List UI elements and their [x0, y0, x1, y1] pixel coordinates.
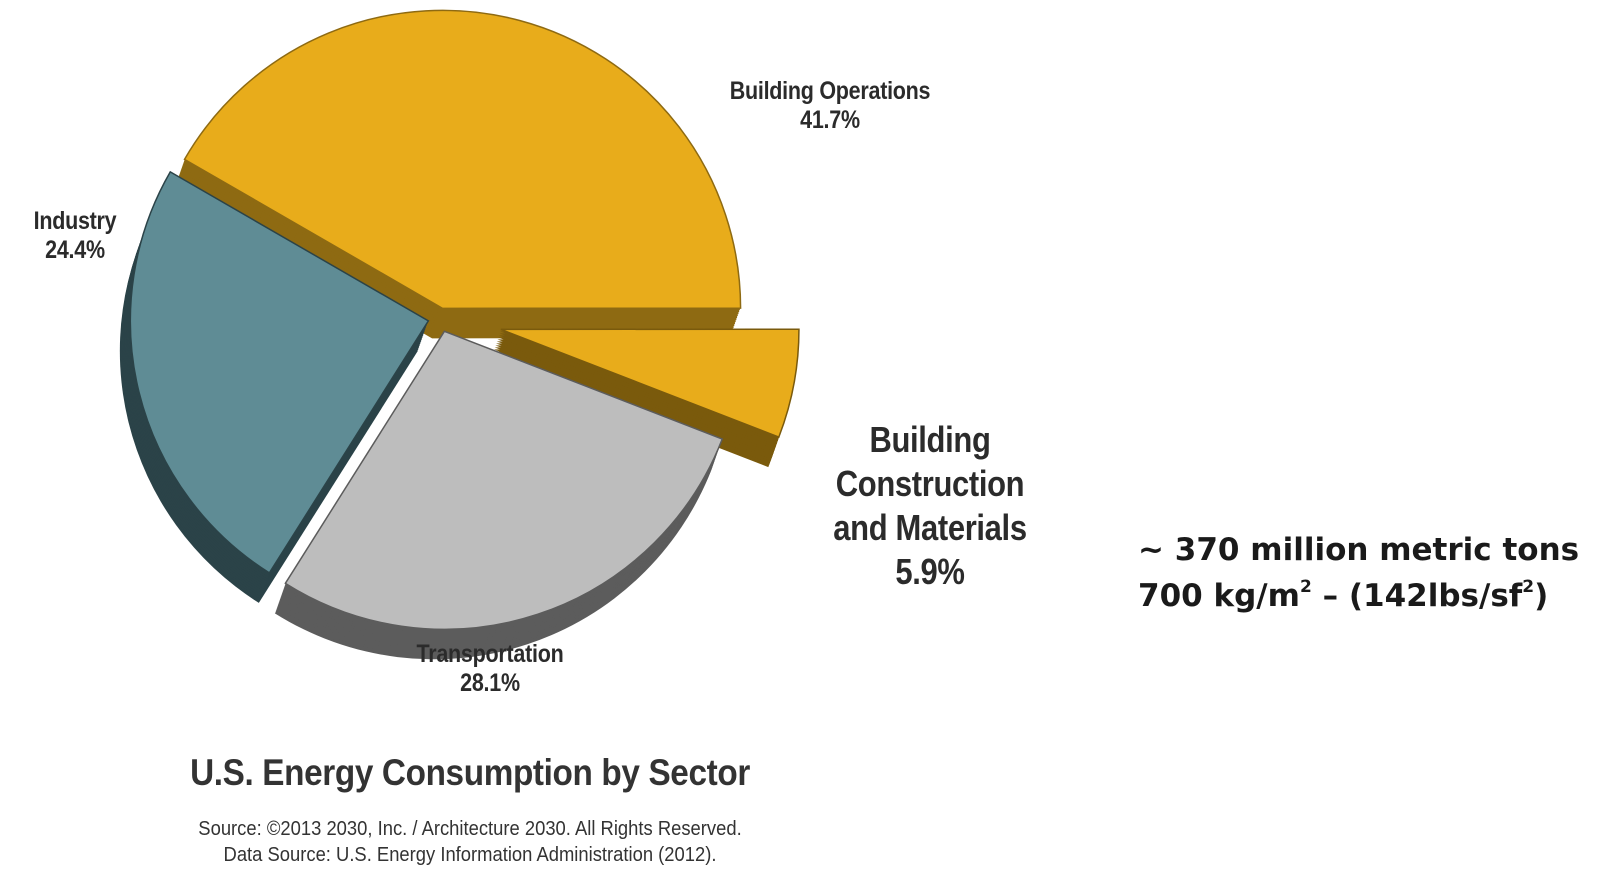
- slice-industry: [129, 170, 430, 574]
- note-line-1: ~ 370 million metric tons: [1138, 532, 1580, 568]
- note-line-2-suffix: ): [1534, 578, 1549, 614]
- note-line-2-prefix: 700 kg/m: [1138, 578, 1300, 614]
- label-industry-pct: 24.4%: [45, 235, 105, 264]
- label-industry-name: Industry: [33, 207, 117, 235]
- chart-title: U.S. Energy Consumption by Sector: [190, 752, 750, 793]
- label-building-operations-name: Building Operations: [729, 77, 931, 105]
- pie-chart: [119, 9, 800, 660]
- chart-source: Source: ©2013 2030, Inc. / Architecture …: [111, 816, 829, 868]
- label-transportation-pct: 28.1%: [460, 668, 520, 697]
- label-building-operations: Building Operations 41.7%: [700, 77, 960, 135]
- note-sup-1: 2: [1299, 577, 1312, 597]
- slice-building-operations: [183, 9, 742, 310]
- slice-building-construction-and-materials: [500, 328, 800, 439]
- label-construction: Building Construction and Materials 5.9%: [800, 418, 1060, 594]
- source-line-1: Source: ©2013 2030, Inc. / Architecture …: [198, 818, 742, 840]
- label-transportation-name: Transportation: [416, 640, 564, 668]
- embodied-carbon-note: ~ 370 million metric tons 700 kg/m2 – (1…: [1138, 527, 1579, 619]
- label-construction-line1: Building: [869, 419, 991, 460]
- source-line-2: Data Source: U.S. Energy Information Adm…: [223, 844, 717, 866]
- note-line-2-mid: – (142lbs/sf: [1311, 578, 1523, 614]
- note-line-2: 700 kg/m2 – (142lbs/sf2): [1138, 573, 1579, 619]
- label-construction-line2: Construction: [835, 462, 1025, 504]
- label-building-operations-pct: 41.7%: [800, 105, 860, 134]
- label-transportation: Transportation 28.1%: [380, 640, 600, 698]
- label-construction-pct: 5.9%: [895, 550, 965, 592]
- label-construction-line3: and Materials: [833, 506, 1027, 548]
- slice-transportation: [284, 330, 724, 631]
- label-industry: Industry 24.4%: [10, 207, 140, 265]
- note-sup-2: 2: [1522, 577, 1535, 597]
